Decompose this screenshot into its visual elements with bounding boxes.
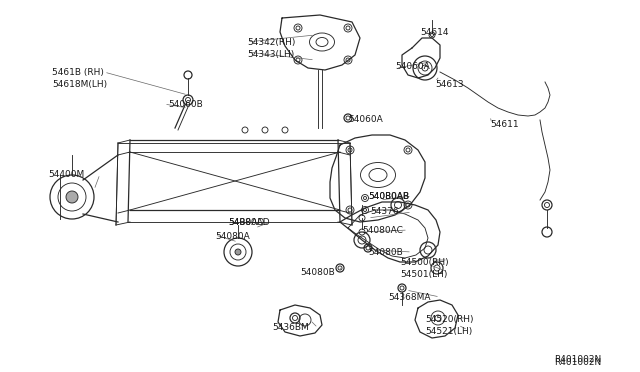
Text: 54500(RH): 54500(RH) bbox=[400, 258, 449, 267]
Text: 54368MA: 54368MA bbox=[388, 293, 431, 302]
Circle shape bbox=[235, 249, 241, 255]
Text: 54080AB: 54080AB bbox=[368, 192, 409, 201]
Text: 54342(RH): 54342(RH) bbox=[247, 38, 296, 47]
Text: 54614: 54614 bbox=[420, 28, 449, 37]
Text: 5461B (RH): 5461B (RH) bbox=[52, 68, 104, 77]
Text: 54080B: 54080B bbox=[368, 248, 403, 257]
Text: 54501(LH): 54501(LH) bbox=[400, 270, 447, 279]
Text: 54343(LH): 54343(LH) bbox=[247, 50, 294, 59]
Circle shape bbox=[66, 191, 78, 203]
Text: 54080AD: 54080AD bbox=[228, 218, 269, 227]
Text: 54080AC: 54080AC bbox=[362, 226, 403, 235]
Text: 54080B: 54080B bbox=[300, 268, 335, 277]
Text: 54080A: 54080A bbox=[215, 232, 250, 241]
Text: 54400M: 54400M bbox=[48, 170, 84, 179]
Text: 54618M(LH): 54618M(LH) bbox=[52, 80, 107, 89]
Text: 54060A: 54060A bbox=[395, 62, 429, 71]
Text: 54B0AD: 54B0AD bbox=[228, 218, 264, 227]
Text: 54613: 54613 bbox=[435, 80, 463, 89]
Text: R401002N: R401002N bbox=[554, 358, 601, 367]
Text: 540B0AB: 540B0AB bbox=[368, 192, 409, 201]
Text: 54520(RH): 54520(RH) bbox=[425, 315, 474, 324]
Text: R401002N: R401002N bbox=[554, 355, 601, 364]
Text: 5436BM: 5436BM bbox=[272, 323, 308, 332]
Text: 54521(LH): 54521(LH) bbox=[425, 327, 472, 336]
Text: 54376: 54376 bbox=[370, 207, 399, 216]
Text: 54060A: 54060A bbox=[348, 115, 383, 124]
Text: 54060B: 54060B bbox=[168, 100, 203, 109]
Text: 54611: 54611 bbox=[490, 120, 518, 129]
